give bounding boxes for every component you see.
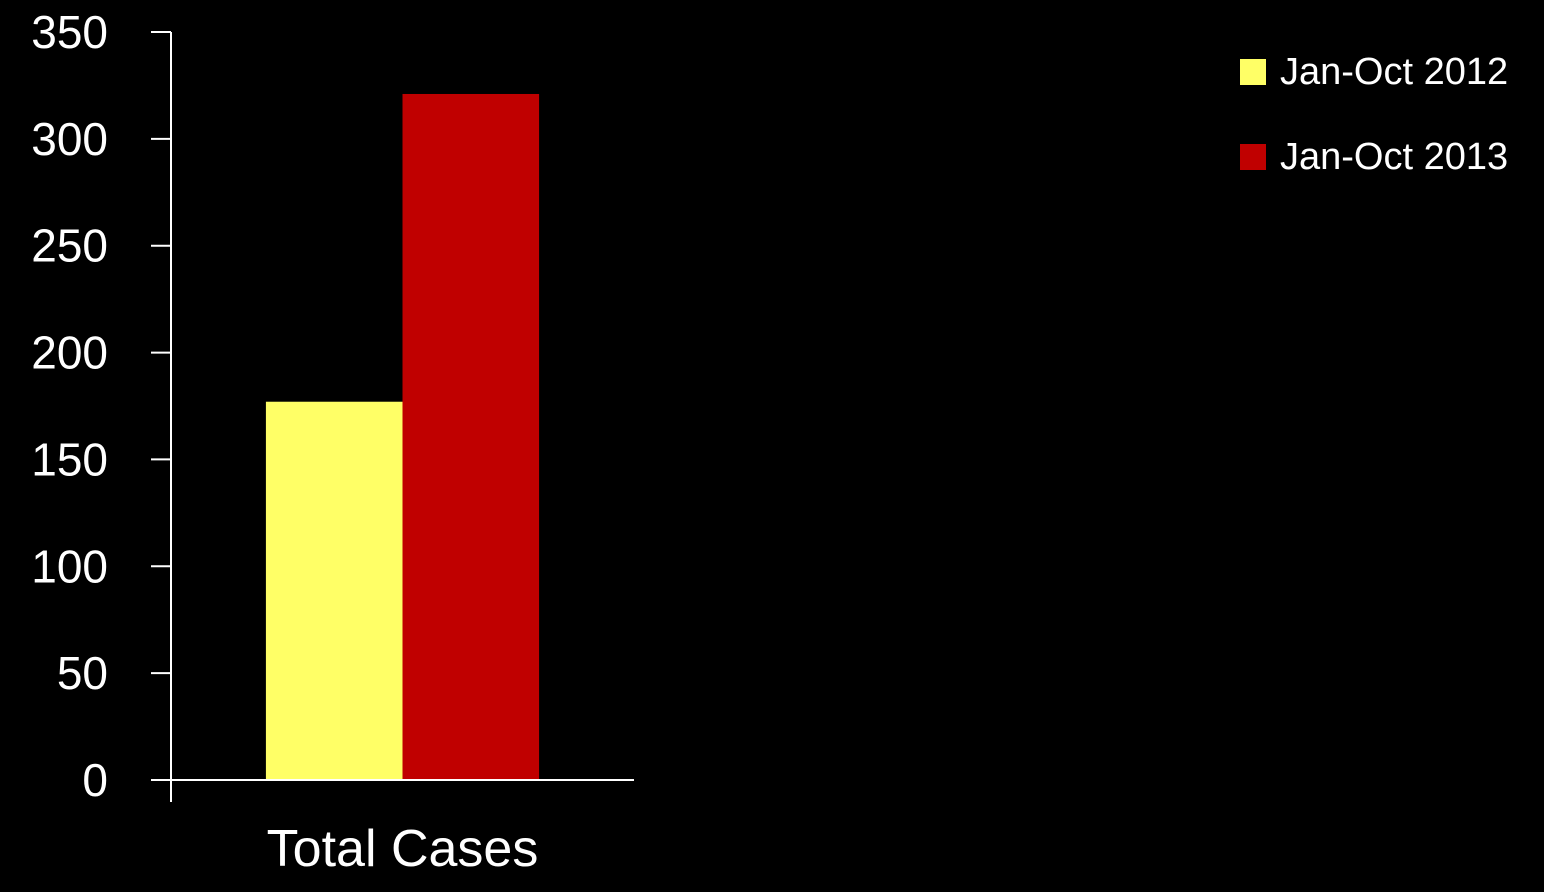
x-category-label: Total Cases: [267, 820, 539, 878]
bars-group: [265, 93, 540, 780]
legend: Jan-Oct 2012 Jan-Oct 2013: [1240, 51, 1508, 178]
bar-2012-0: [265, 401, 403, 780]
y-tick-label: 100: [31, 540, 108, 592]
y-tick-label: 350: [31, 6, 108, 58]
legend-swatch: [1240, 144, 1266, 170]
y-tick-label: 50: [57, 647, 108, 699]
x-axis-ticks: Total Cases: [267, 820, 539, 878]
legend-label: Jan-Oct 2013: [1280, 136, 1508, 178]
y-tick-label: 150: [31, 433, 108, 485]
y-axis-ticks: 0 50 100 150 200 250 300 350: [31, 6, 171, 806]
legend-swatch: [1240, 59, 1266, 85]
bar-2013-0: [402, 93, 540, 780]
y-tick-label: 0: [82, 754, 108, 806]
legend-label: Jan-Oct 2012: [1280, 51, 1508, 93]
y-tick-label: 250: [31, 220, 108, 272]
y-tick-label: 200: [31, 327, 108, 379]
y-tick-label: 300: [31, 113, 108, 165]
